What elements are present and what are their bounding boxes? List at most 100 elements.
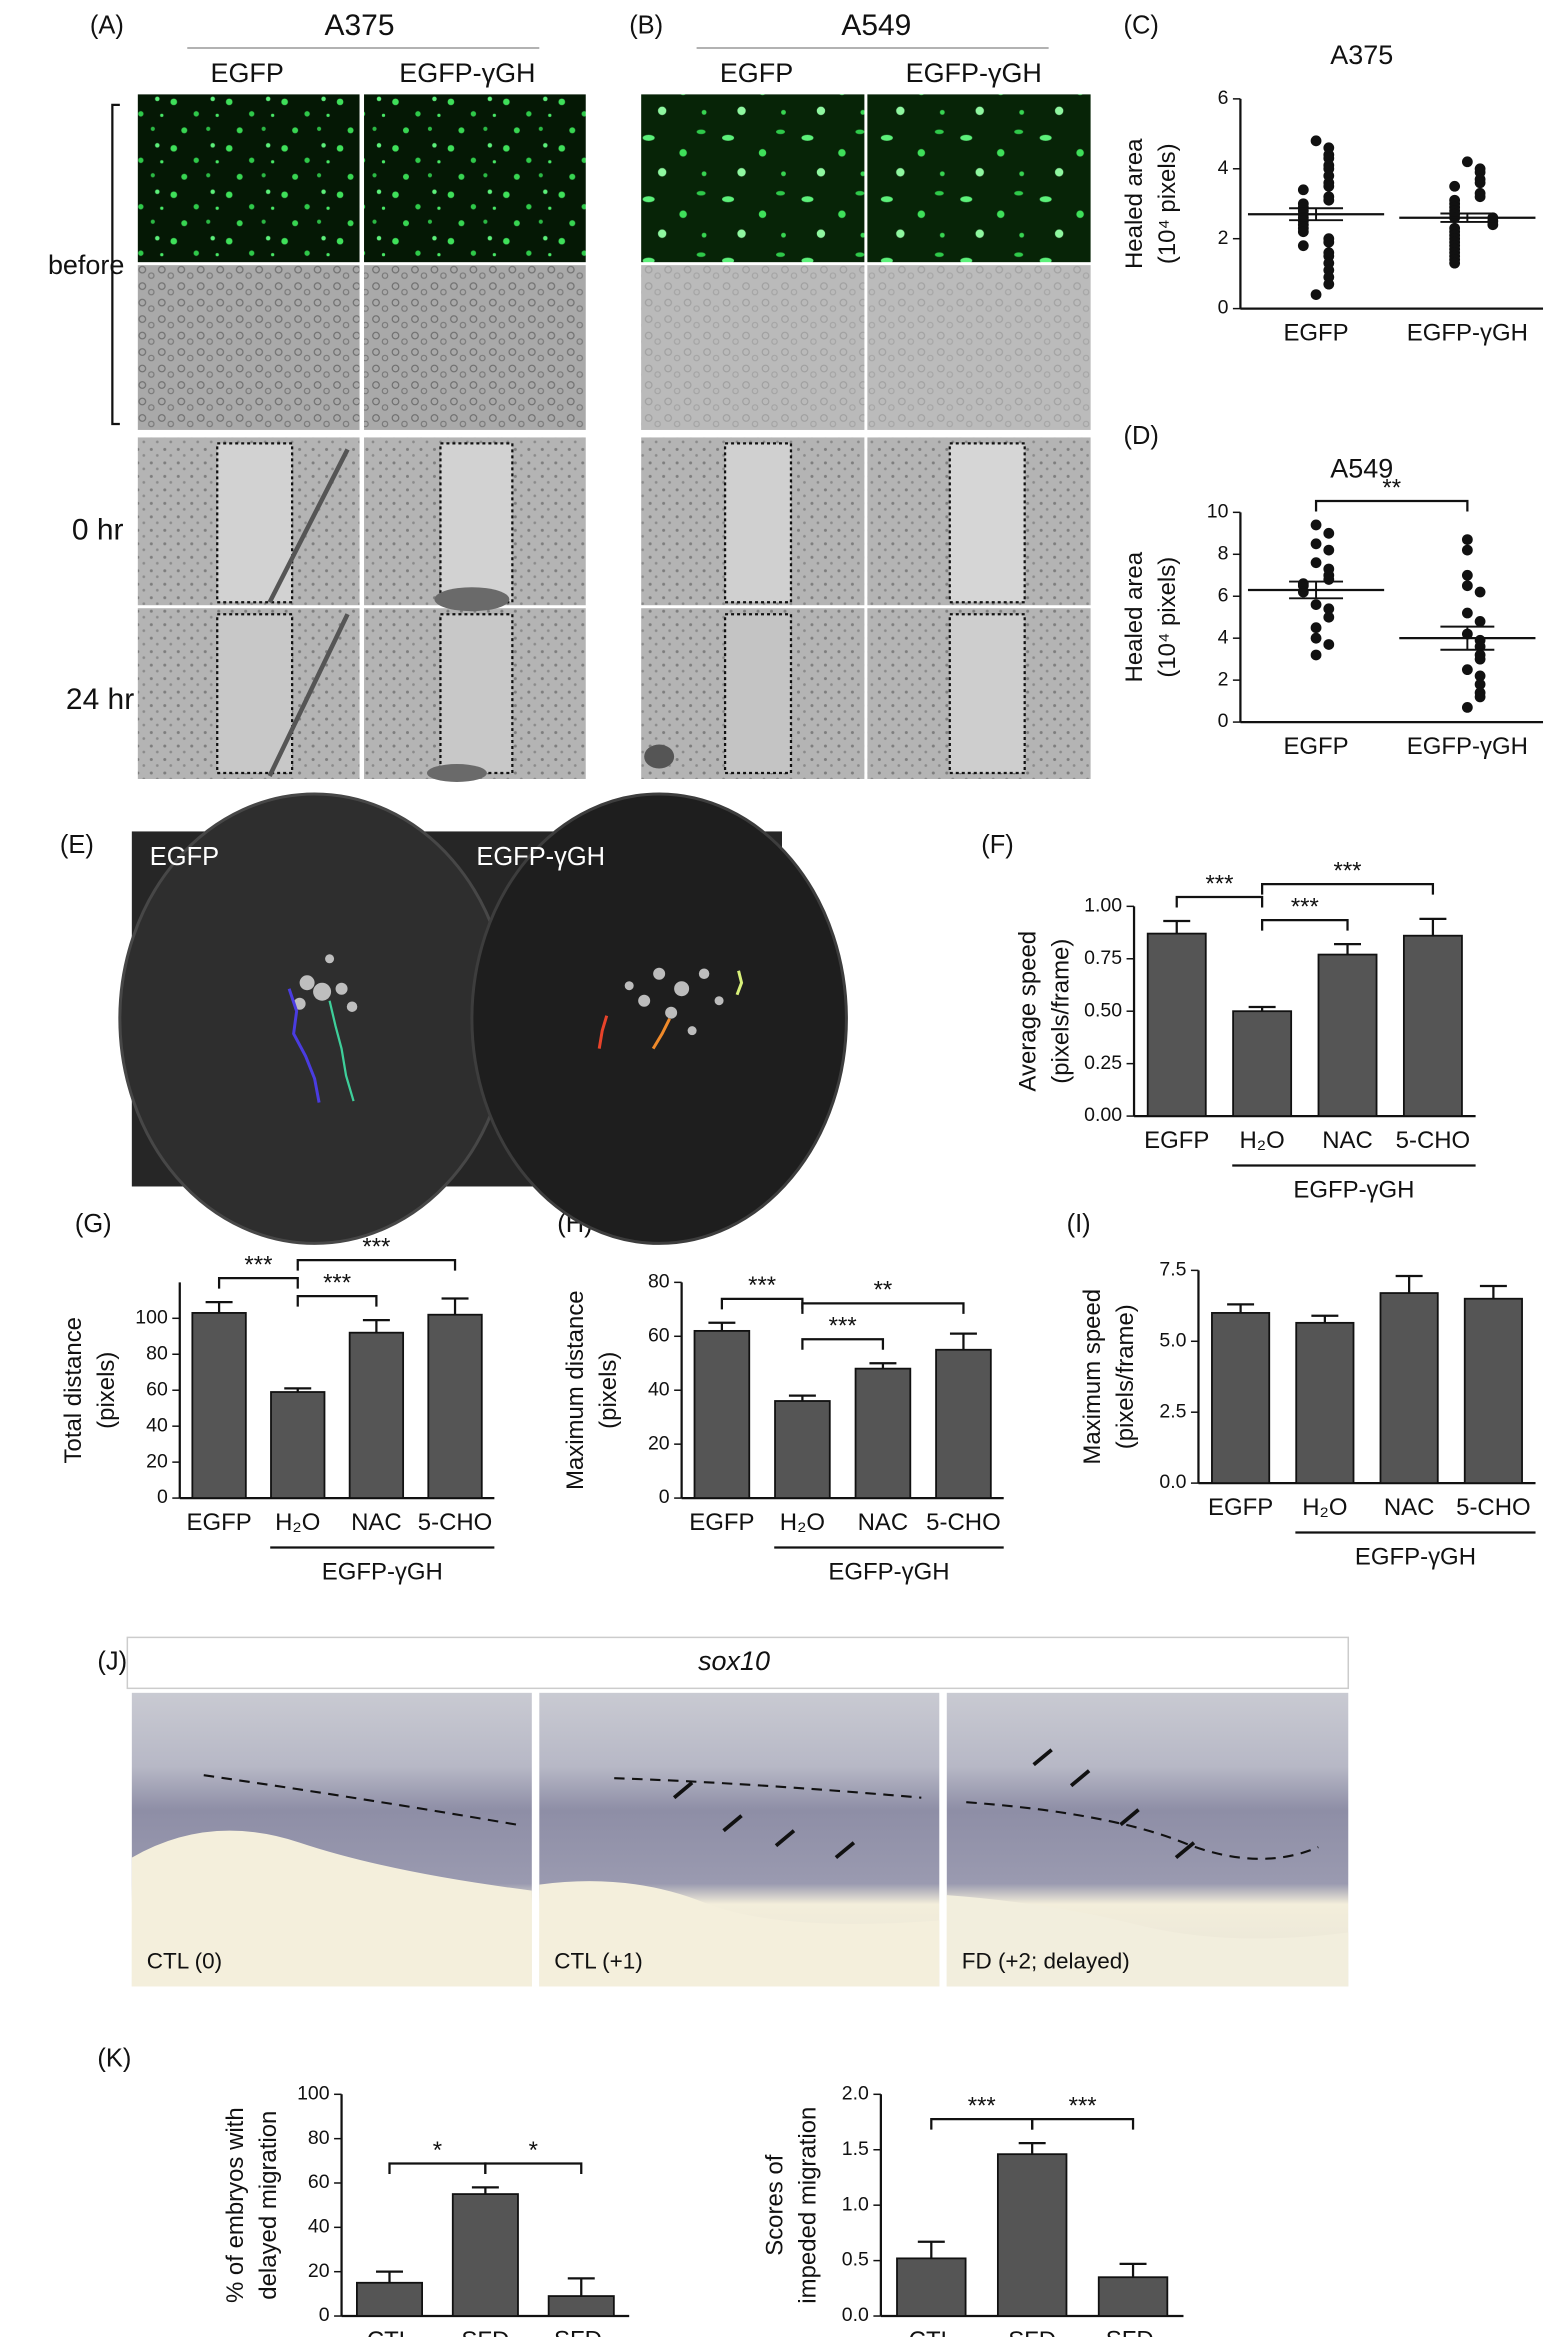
significance-label: *** (323, 1269, 351, 1296)
y-tick-label: 20 (308, 2260, 330, 2282)
error-bar (869, 1362, 897, 1369)
data-point (1323, 603, 1335, 615)
data-point (1310, 649, 1322, 661)
x-tick-label: NAC (1384, 1494, 1435, 1521)
y-tick-label: 0.0 (842, 2304, 869, 2326)
x-tick-label: EGFP (689, 1509, 754, 1536)
significance-label: *** (1069, 2092, 1097, 2119)
data-point (1323, 639, 1335, 650)
y-axis-label: impeded migration (794, 2107, 821, 2304)
data-point (1323, 544, 1335, 556)
bar (1146, 932, 1207, 1117)
panel-label: (F) (981, 831, 1014, 859)
x-tick-label: EGFP (186, 1509, 251, 1536)
y-tick-label: 8 (1218, 542, 1229, 564)
bracket (111, 103, 120, 426)
x-tick-label: SFD (461, 2327, 509, 2337)
data-point (1323, 611, 1335, 623)
y-tick-label: 4 (1218, 157, 1229, 179)
significance-bracket (720, 1297, 804, 1310)
data-point (1474, 191, 1486, 203)
data-point (1310, 519, 1322, 531)
significance-bracket (1314, 499, 1469, 512)
error-bar (1479, 1284, 1507, 1299)
bar (348, 1331, 405, 1499)
data-point (1310, 135, 1322, 147)
y-tick-label: 0.00 (1084, 1104, 1122, 1126)
x-tick-label: CTL (367, 2327, 412, 2337)
image-caption: CTL (0) (147, 1948, 222, 1973)
y-tick-label: 6 (1218, 584, 1229, 606)
x-tick-label: NAC (1322, 1127, 1373, 1154)
x-tick-label: EGFP (1283, 733, 1348, 760)
panel-label: (C) (1124, 12, 1159, 40)
y-tick-label: 60 (308, 2171, 330, 2193)
y-tick-label: 1.00 (1084, 894, 1122, 916)
data-point (1310, 557, 1322, 569)
x-tick-label: EGFP-γGH (1407, 319, 1528, 346)
y-tick-label: 40 (146, 1414, 168, 1436)
significance-bracket (1031, 2117, 1135, 2130)
significance-label: ** (874, 1277, 893, 1304)
significance-bracket (930, 2117, 1034, 2130)
y-tick-label: 20 (146, 1450, 168, 1472)
x-tick-label: H₂O (275, 1509, 320, 1536)
group-label: EGFP-γGH (322, 1558, 443, 1585)
data-point (1323, 236, 1335, 248)
image-label: EGFP-γGH (476, 843, 605, 871)
bar (1295, 1321, 1355, 1484)
significance-bracket (1175, 895, 1264, 908)
data-point (1474, 678, 1486, 690)
error-bar (1419, 917, 1447, 936)
y-tick-label: 4 (1218, 626, 1229, 648)
bar (451, 2193, 519, 2317)
error-bar (441, 1297, 469, 1315)
panel-label: (E) (60, 831, 94, 859)
bar (547, 2295, 615, 2317)
y-axis-label: Maximum speed (1079, 1289, 1106, 1465)
y-axis-label: Total distance (60, 1317, 87, 1463)
data-point (1449, 180, 1461, 192)
y-axis-label: (pixels) (595, 1352, 622, 1429)
bar (774, 1400, 831, 1499)
data-point (1297, 226, 1309, 238)
row-label: 24 hr (66, 683, 134, 716)
micrographs-a (137, 94, 586, 782)
data-point (1487, 219, 1499, 231)
row-label: 0 hr (72, 514, 124, 547)
y-tick-label: 0.0 (1159, 1471, 1186, 1493)
data-point (1461, 569, 1473, 581)
data-point (1474, 691, 1486, 703)
error-bar (1227, 1303, 1255, 1313)
bar (1463, 1297, 1523, 1484)
error-bar (284, 1387, 312, 1393)
data-point (1310, 632, 1322, 644)
panel-title: sox10 (698, 1646, 770, 1676)
data-point (1461, 664, 1473, 676)
significance-bracket (217, 1277, 299, 1289)
y-tick-label: 2 (1218, 227, 1229, 249)
y-tick-label: 6 (1218, 87, 1229, 109)
y-tick-label: 1.5 (842, 2138, 869, 2160)
y-tick-label: 2.5 (1159, 1400, 1186, 1422)
y-tick-label: 100 (135, 1306, 168, 1328)
column-label: EGFP (720, 58, 793, 88)
significance-bracket (801, 1302, 965, 1314)
tracking-image: EGFP EGFP-γGH (118, 792, 848, 1245)
y-tick-label: 100 (297, 2082, 330, 2104)
data-point (1323, 574, 1335, 585)
y-tick-label: 1.0 (842, 2193, 869, 2215)
y-tick-label: 20 (648, 1432, 670, 1454)
column-label: EGFP-γGH (399, 58, 535, 88)
data-point (1310, 622, 1322, 634)
y-tick-label: 0.25 (1084, 1052, 1122, 1074)
y-tick-label: 2.0 (842, 2082, 869, 2104)
bar (1211, 1312, 1271, 1484)
bar (356, 2281, 423, 2317)
x-tick-label: H₂O (780, 1509, 825, 1536)
significance-bracket (296, 1295, 378, 1307)
panel-label: (J) (97, 1648, 127, 1676)
error-bar (1395, 1274, 1423, 1294)
significance-label: * (433, 2137, 442, 2164)
significance-label: *** (829, 1313, 857, 1340)
